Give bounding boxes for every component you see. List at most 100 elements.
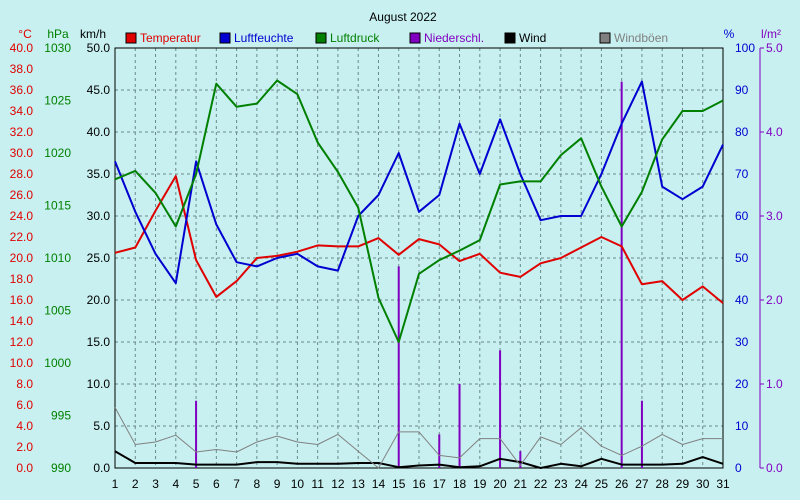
wind-tick-label: 5.0 xyxy=(93,419,110,433)
pressure-tick-label: 1015 xyxy=(44,199,71,213)
x-tick-label: 25 xyxy=(595,477,609,491)
x-tick-label: 31 xyxy=(716,477,730,491)
x-tick-label: 6 xyxy=(213,477,220,491)
wind-unit-label: km/h xyxy=(80,27,106,41)
temp-tick-label: 38.0 xyxy=(10,62,34,76)
pressure-tick-label: 1020 xyxy=(44,146,71,160)
x-tick-label: 18 xyxy=(453,477,467,491)
x-tick-label: 21 xyxy=(514,477,528,491)
temp-tick-label: 0.0 xyxy=(16,461,33,475)
x-tick-label: 22 xyxy=(534,477,548,491)
legend-swatch xyxy=(504,32,516,44)
temp-tick-label: 30.0 xyxy=(10,146,34,160)
pressure-tick-label: 990 xyxy=(51,461,71,475)
legend-label: Wind xyxy=(519,31,546,45)
humidity-tick-label: 60 xyxy=(735,209,749,223)
plot-frame xyxy=(114,47,724,469)
temp-tick-label: 20.0 xyxy=(10,251,34,265)
rain-unit-label: l/m² xyxy=(761,27,781,41)
wind-tick-label: 50.0 xyxy=(87,41,111,55)
humidity-tick-label: 70 xyxy=(735,167,749,181)
temp-tick-label: 14.0 xyxy=(10,314,34,328)
legend-swatch xyxy=(219,32,231,44)
legend-swatch xyxy=(599,32,611,44)
legend-label: Windböen xyxy=(614,31,668,45)
humidity-tick-label: 40 xyxy=(735,293,749,307)
humidity-tick-label: 100 xyxy=(735,41,755,55)
x-tick-label: 15 xyxy=(392,477,406,491)
pressure-tick-label: 1030 xyxy=(44,41,71,55)
rain-tick-label: 3.0 xyxy=(766,209,783,223)
pressure-tick-label: 1005 xyxy=(44,304,71,318)
humidity-tick-label: 10 xyxy=(735,419,749,433)
x-tick-label: 4 xyxy=(172,477,179,491)
x-tick-label: 5 xyxy=(193,477,200,491)
temp-tick-label: 32.0 xyxy=(10,125,34,139)
x-tick-label: 3 xyxy=(152,477,159,491)
humidity-tick-label: 50 xyxy=(735,251,749,265)
temp-unit-label: °C xyxy=(18,27,32,41)
series-line-windb-en xyxy=(114,407,723,469)
wind-tick-label: 10.0 xyxy=(87,377,111,391)
temp-tick-label: 26.0 xyxy=(10,188,34,202)
pressure-unit-label: hPa xyxy=(47,27,69,41)
x-tick-label: 10 xyxy=(291,477,305,491)
x-tick-label: 12 xyxy=(331,477,345,491)
temp-tick-label: 8.0 xyxy=(16,377,33,391)
legend-swatch xyxy=(125,32,137,44)
rain-tick-label: 4.0 xyxy=(766,125,783,139)
x-tick-label: 11 xyxy=(311,477,324,491)
rain-tick-label: 0.0 xyxy=(766,461,783,475)
pressure-tick-label: 1000 xyxy=(44,356,71,370)
wind-tick-label: 45.0 xyxy=(87,83,111,97)
x-tick-label: 30 xyxy=(696,477,710,491)
wind-tick-label: 40.0 xyxy=(87,125,111,139)
rain-tick-label: 2.0 xyxy=(766,293,783,307)
x-tick-label: 7 xyxy=(233,477,240,491)
x-tick-label: 2 xyxy=(132,477,139,491)
wind-tick-label: 25.0 xyxy=(87,251,111,265)
temp-tick-label: 12.0 xyxy=(10,335,34,349)
pressure-tick-label: 1010 xyxy=(44,251,71,265)
legend-swatch xyxy=(315,32,327,44)
temp-tick-label: 16.0 xyxy=(10,293,34,307)
humidity-tick-label: 0 xyxy=(735,461,742,475)
x-tick-label: 27 xyxy=(635,477,649,491)
series-line-temperatur xyxy=(114,175,724,304)
temp-tick-label: 40.0 xyxy=(10,41,34,55)
x-tick-label: 17 xyxy=(433,477,447,491)
x-tick-label: 24 xyxy=(574,477,588,491)
wind-tick-label: 15.0 xyxy=(87,335,111,349)
wind-tick-label: 30.0 xyxy=(87,209,111,223)
series-line-luftdruck xyxy=(114,79,724,343)
humidity-tick-label: 30 xyxy=(735,335,749,349)
x-tick-label: 14 xyxy=(372,477,386,491)
x-tick-label: 8 xyxy=(254,477,261,491)
rain-tick-label: 1.0 xyxy=(766,377,783,391)
x-tick-label: 16 xyxy=(412,477,426,491)
wind-tick-label: 20.0 xyxy=(87,293,111,307)
temp-tick-label: 24.0 xyxy=(10,209,34,223)
temp-tick-label: 10.0 xyxy=(10,356,34,370)
x-tick-label: 13 xyxy=(352,477,366,491)
chart-title: August 2022 xyxy=(369,10,437,24)
plot-area xyxy=(114,47,724,469)
wind-tick-label: 0.0 xyxy=(93,461,110,475)
x-tick-label: 1 xyxy=(112,477,119,491)
x-tick-label: 9 xyxy=(274,477,281,491)
x-tick-label: 29 xyxy=(676,477,690,491)
series-line-luftfeuchte xyxy=(114,80,724,285)
humidity-tick-label: 90 xyxy=(735,83,749,97)
pressure-tick-label: 1025 xyxy=(44,94,71,108)
pressure-tick-label: 995 xyxy=(51,409,71,423)
temp-tick-label: 36.0 xyxy=(10,83,34,97)
temp-tick-label: 28.0 xyxy=(10,167,34,181)
x-tick-label: 28 xyxy=(656,477,670,491)
axes: 0.02.04.06.08.010.012.014.016.018.020.02… xyxy=(10,41,783,491)
temp-tick-label: 18.0 xyxy=(10,272,34,286)
rain-tick-label: 5.0 xyxy=(766,41,783,55)
temp-tick-label: 2.0 xyxy=(16,440,33,454)
humidity-tick-label: 20 xyxy=(735,377,749,391)
legend-label: Niederschl. xyxy=(424,31,484,45)
legend-swatch xyxy=(409,32,421,44)
